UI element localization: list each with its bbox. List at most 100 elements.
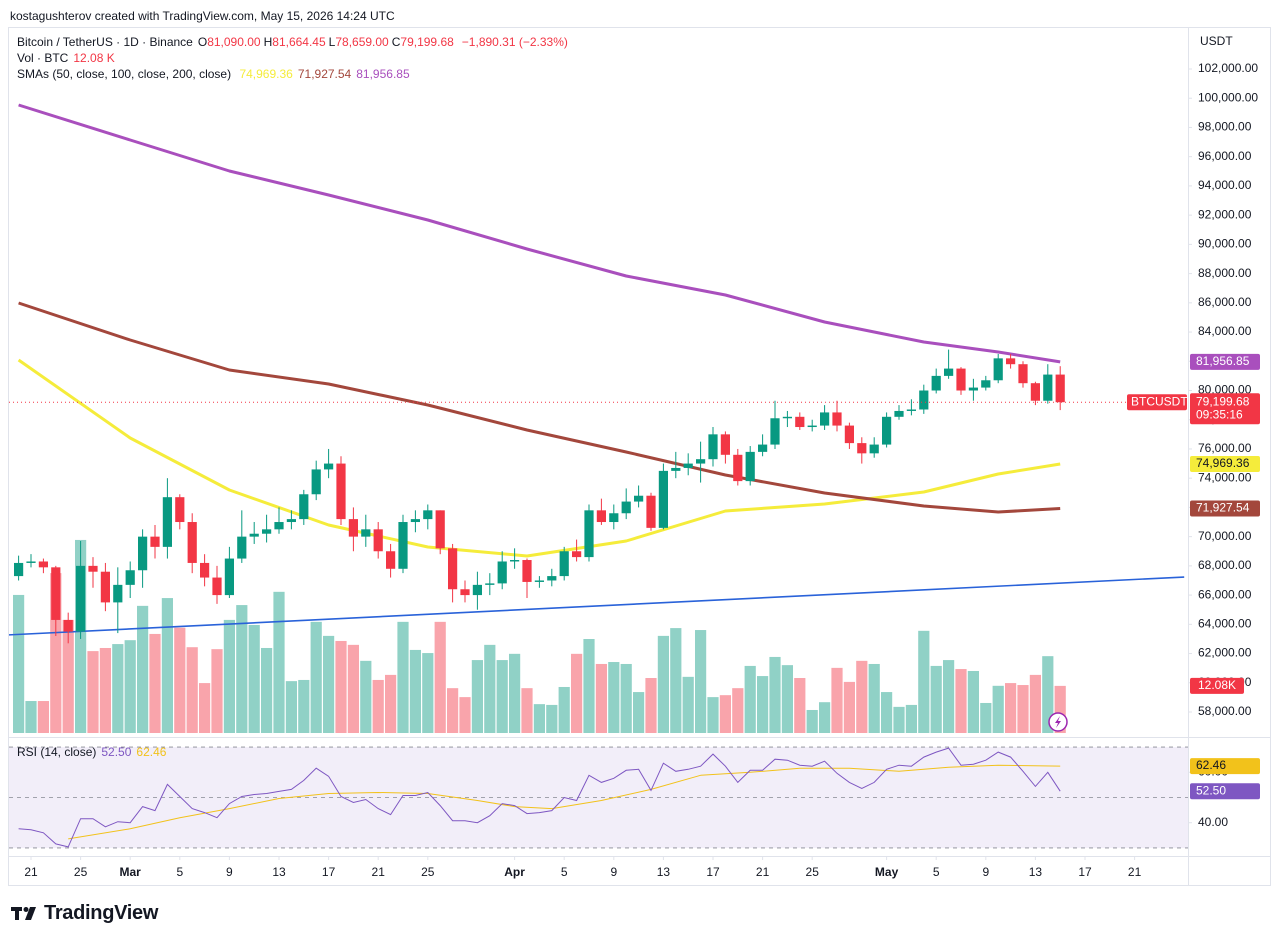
volume-bar [50, 573, 62, 733]
volume-bar [1005, 683, 1017, 733]
candle-body [956, 368, 966, 391]
sma-last-label-box [1190, 456, 1260, 473]
y-tick-label: 74,000.00 [1198, 470, 1252, 484]
candle-body [906, 409, 916, 411]
volume-bar [323, 635, 335, 733]
volume-last-label: 12.08K [1198, 678, 1236, 692]
volume-bar [112, 644, 124, 733]
volume-bar [186, 647, 198, 733]
x-tick-label: 25 [74, 865, 88, 879]
rsi-value: 52.50 [101, 745, 132, 759]
volume-bar [707, 697, 719, 733]
rsi-line [18, 747, 1061, 848]
symbol-legend: Bitcoin / TetherUS · 1D · Binance O81,090… [17, 34, 573, 50]
volume-bar [434, 621, 446, 733]
sma-title: SMAs (50, close, 100, close, 200, close) [17, 67, 232, 81]
candle-body [497, 561, 507, 584]
candle-body [720, 434, 730, 455]
y-tick-label: 88,000.00 [1198, 266, 1252, 280]
x-tick-label: 25 [806, 865, 820, 879]
volume-bar [583, 639, 595, 733]
candle-body [683, 463, 693, 468]
volume-bar [37, 701, 49, 733]
y-tick-label: 58,000.00 [1198, 704, 1252, 718]
volume-bar [682, 676, 694, 733]
symbol-tag-box [1127, 394, 1187, 411]
candle-body [807, 425, 817, 428]
candle-body [869, 444, 879, 454]
volume-bar [236, 605, 248, 733]
volume-bar [955, 669, 967, 733]
ohlc-legend: O81,090.00 H81,664.45 L78,659.00 C79,199.68 [198, 35, 457, 49]
sma-line [18, 301, 1061, 514]
volume-bar [199, 683, 211, 733]
volume-bar [496, 660, 508, 733]
rsi-band [9, 747, 1188, 848]
volume-bar [397, 621, 409, 733]
candle-body [919, 390, 929, 410]
volume-bar [285, 681, 297, 733]
sma-line [18, 103, 1061, 364]
candle-body [274, 522, 284, 530]
candle-body [63, 619, 73, 632]
candle-body [150, 536, 160, 547]
candle-body [348, 519, 358, 537]
candle-body [88, 565, 98, 572]
y-tick-label: 96,000.00 [1198, 149, 1252, 163]
rsi-title: RSI (14, close) [17, 745, 97, 759]
symbol-title: Bitcoin / TetherUS · 1D · Binance [17, 35, 193, 49]
x-tick-label: May [875, 865, 899, 879]
plot-area [9, 103, 1188, 849]
candle-body [100, 571, 110, 603]
frame [8, 27, 1271, 886]
candle-body [410, 519, 420, 523]
sma-last-label: 71,927.54 [1196, 501, 1250, 515]
rsi-ma-line [68, 764, 1061, 840]
y-tick-label: 62,000.00 [1198, 646, 1252, 660]
volume-bar [533, 704, 545, 733]
y-tick-label: 70,000.00 [1198, 529, 1252, 543]
candle-body [733, 454, 743, 482]
volume-bar [521, 688, 533, 733]
rsi-ma-last-label: 62.46 [1196, 758, 1226, 772]
volume-bar [645, 678, 657, 733]
volume-bar [732, 688, 744, 733]
volume-title: Vol · BTC [17, 51, 69, 65]
axes: 58,000.0060,000.0062,000.0064,000.0066,0… [24, 61, 1260, 879]
volume-bar [980, 702, 992, 733]
candle-body [286, 519, 296, 523]
candle-body [175, 497, 185, 523]
volume-bar [124, 640, 136, 733]
volume-bar [967, 670, 979, 733]
candle-body [125, 570, 135, 585]
candle-body [460, 589, 470, 596]
candle-body [745, 451, 755, 482]
last-price-label: 79,199.68 [1196, 394, 1250, 408]
ohlc-item: L78,659.00 [329, 35, 389, 49]
candle-body [324, 463, 334, 470]
candle-body [646, 495, 656, 528]
candle-body [634, 495, 644, 502]
candle-body [26, 561, 36, 563]
x-tick-label: 9 [982, 865, 989, 879]
volume-bar [459, 697, 471, 733]
candle-body [38, 561, 48, 568]
volume-bar [893, 706, 905, 733]
candle-body [311, 469, 321, 495]
x-tick-label: 21 [756, 865, 770, 879]
volume-bar [335, 640, 347, 733]
volume-bar [447, 688, 459, 733]
y-tick-label: 94,000.00 [1198, 178, 1252, 192]
volume-last-box [1190, 677, 1244, 694]
sma-last-label: 74,969.36 [1196, 456, 1250, 470]
ohlc-value: 81,664.45 [272, 35, 326, 49]
volume-bar [905, 704, 917, 733]
volume-bar [87, 651, 99, 733]
ohlc-key: L [328, 35, 336, 49]
volume-bar [409, 649, 421, 733]
candle-body [931, 375, 941, 391]
ohlc-value: 78,659.00 [335, 35, 389, 49]
candle-body [448, 548, 458, 590]
volume-bar [719, 695, 731, 733]
